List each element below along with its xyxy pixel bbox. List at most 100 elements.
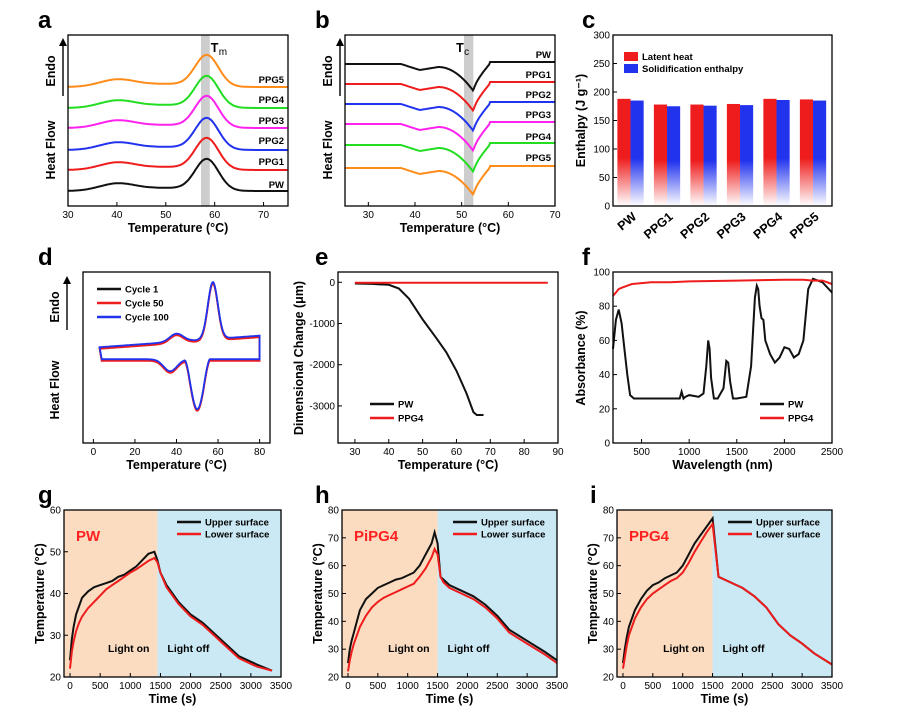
light-on-region <box>64 510 158 677</box>
panel-i: i PPG4 Light on Light off Upper surfaceLower… <box>586 482 844 706</box>
y-axis-label: Absorbance (%) <box>574 310 588 405</box>
bar <box>667 106 681 206</box>
x-tick-label: 30 <box>363 210 375 221</box>
panel-f: f PW PPG4 500 1000 1500 2000 2500 0 20 40 60 80 100 Wa… <box>574 244 844 472</box>
y-tick-label: 40 <box>50 589 62 600</box>
panel-c: c PW PPG1 PPG2 PPG3 PPG4 PPG5 Latent heatSolidi… <box>574 7 833 242</box>
y-tick-label: 70 <box>603 533 615 544</box>
y-tick-label: 40 <box>328 617 340 628</box>
x-tick-label: 50 <box>417 447 429 458</box>
legend-label: Solidification enthalpy <box>642 64 744 75</box>
x-tick-label: 60 <box>209 210 221 221</box>
bar <box>690 104 704 206</box>
x-tick-label: 0 <box>620 681 626 692</box>
y-tick-label: 60 <box>50 506 62 517</box>
x-tick-label: 3000 <box>791 681 814 692</box>
x-tick-label: 70 <box>258 210 270 221</box>
light-off-region <box>712 510 832 677</box>
panel-h: h PiPG4 Light on Light off Upper surfaceLowe… <box>311 482 569 706</box>
panel-label: c <box>582 7 595 34</box>
y-axis-label: Dimensional Change (μm) <box>292 281 306 435</box>
panel-d: d Cycle 1 Cycle 50 Cycle 100 0 20 40 60 80 Temper… <box>38 244 271 472</box>
category-label: PPG2 <box>678 210 713 242</box>
x-tick-label: 2000 <box>456 681 479 692</box>
x-tick-label: 60 <box>503 210 515 221</box>
legend-label: Lower surface <box>481 530 545 541</box>
phase-label: Light off <box>167 643 209 655</box>
x-tick-label: 1500 <box>726 447 749 458</box>
y-tick-label: 50 <box>50 547 62 558</box>
series-line <box>347 528 558 664</box>
y-tick-label: 30 <box>328 645 340 656</box>
bar <box>740 105 754 206</box>
phase-label: Light off <box>723 643 765 655</box>
x-tick-label: 3500 <box>270 681 293 692</box>
y-tick-label: 20 <box>603 673 615 684</box>
panel-label: b <box>315 7 330 34</box>
panel-label: f <box>582 244 591 271</box>
plot-frame <box>344 34 556 207</box>
x-axis-label: Time (s) <box>149 692 197 706</box>
y-tick-label: 80 <box>328 506 340 517</box>
endo-arrow-head <box>336 38 344 46</box>
marker-label: T <box>456 41 464 55</box>
series-line <box>345 165 555 197</box>
panel-e: e PW PPG4 30 40 50 60 70 80 90 0 -1000 -2000 -3000 Tem… <box>292 244 564 472</box>
series-line <box>98 282 261 412</box>
y-tick-label: 60 <box>599 336 611 347</box>
x-tick-label: 3000 <box>516 681 539 692</box>
series-label: PPG4 <box>526 132 552 143</box>
y-tick-label: 20 <box>328 673 340 684</box>
x-tick-label: 80 <box>519 447 531 458</box>
x-tick-label: 2500 <box>210 681 233 692</box>
x-axis-label: Time (s) <box>426 692 474 706</box>
endo-label: Endo <box>44 55 58 87</box>
bar <box>630 100 644 206</box>
y-axis-label: Heat Flow <box>44 120 58 179</box>
panel-label: d <box>38 244 53 271</box>
x-tick-label: 1500 <box>149 681 172 692</box>
series-line <box>68 116 288 151</box>
y-tick-label: 30 <box>50 631 62 642</box>
y-tick-label: -3000 <box>309 401 335 412</box>
y-tick-label: 250 <box>593 59 610 70</box>
y-axis-label: Heat Flow <box>48 360 62 419</box>
y-tick-label: 40 <box>603 617 615 628</box>
legend-label: Upper surface <box>481 518 545 529</box>
series-line <box>622 521 833 669</box>
x-tick-label: 40 <box>383 447 395 458</box>
series-line <box>612 278 833 297</box>
series-line <box>68 53 288 88</box>
bar <box>813 100 827 206</box>
y-tick-label: 40 <box>599 370 611 381</box>
y-tick-label: 60 <box>603 561 615 572</box>
x-tick-label: 30 <box>349 447 361 458</box>
series-line <box>68 94 288 129</box>
series-line <box>69 556 273 672</box>
x-tick-label: 2500 <box>761 681 784 692</box>
series-line <box>345 121 555 153</box>
bar <box>703 105 717 206</box>
series-line <box>612 277 833 401</box>
series-line <box>69 550 273 672</box>
series-label: PPG3 <box>526 110 551 121</box>
legend-label: PW <box>788 400 803 411</box>
x-tick-label: 1000 <box>119 681 142 692</box>
y-tick-label: 0 <box>329 278 335 289</box>
y-tick-label: 80 <box>603 506 615 517</box>
x-tick-label: 2500 <box>486 681 509 692</box>
plot-frame <box>82 271 271 444</box>
legend-swatch <box>624 52 638 61</box>
y-tick-label: 0 <box>604 202 610 213</box>
series-label: PPG5 <box>259 75 285 86</box>
plot-frame <box>337 271 559 444</box>
marker-label-sub: m <box>219 47 227 58</box>
x-axis-label: Temperature (°C) <box>400 221 501 235</box>
y-tick-label: 50 <box>599 173 611 184</box>
x-tick-label: 90 <box>552 447 564 458</box>
series-line <box>354 282 484 416</box>
y-axis-label: Temperature (°C) <box>311 543 325 644</box>
y-tick-label: 50 <box>603 589 615 600</box>
